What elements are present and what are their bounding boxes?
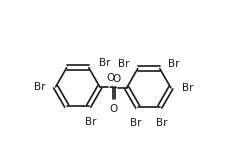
Text: Br: Br [182, 83, 194, 93]
Text: Br: Br [118, 59, 129, 69]
Text: O: O [109, 104, 117, 114]
Text: Br: Br [156, 119, 168, 128]
Text: Br: Br [130, 119, 142, 128]
Text: O: O [106, 73, 114, 83]
Text: Br: Br [34, 82, 45, 92]
Text: Br: Br [99, 58, 111, 68]
Text: Br: Br [169, 59, 180, 69]
Text: Br: Br [85, 118, 96, 127]
Text: O: O [112, 74, 120, 84]
